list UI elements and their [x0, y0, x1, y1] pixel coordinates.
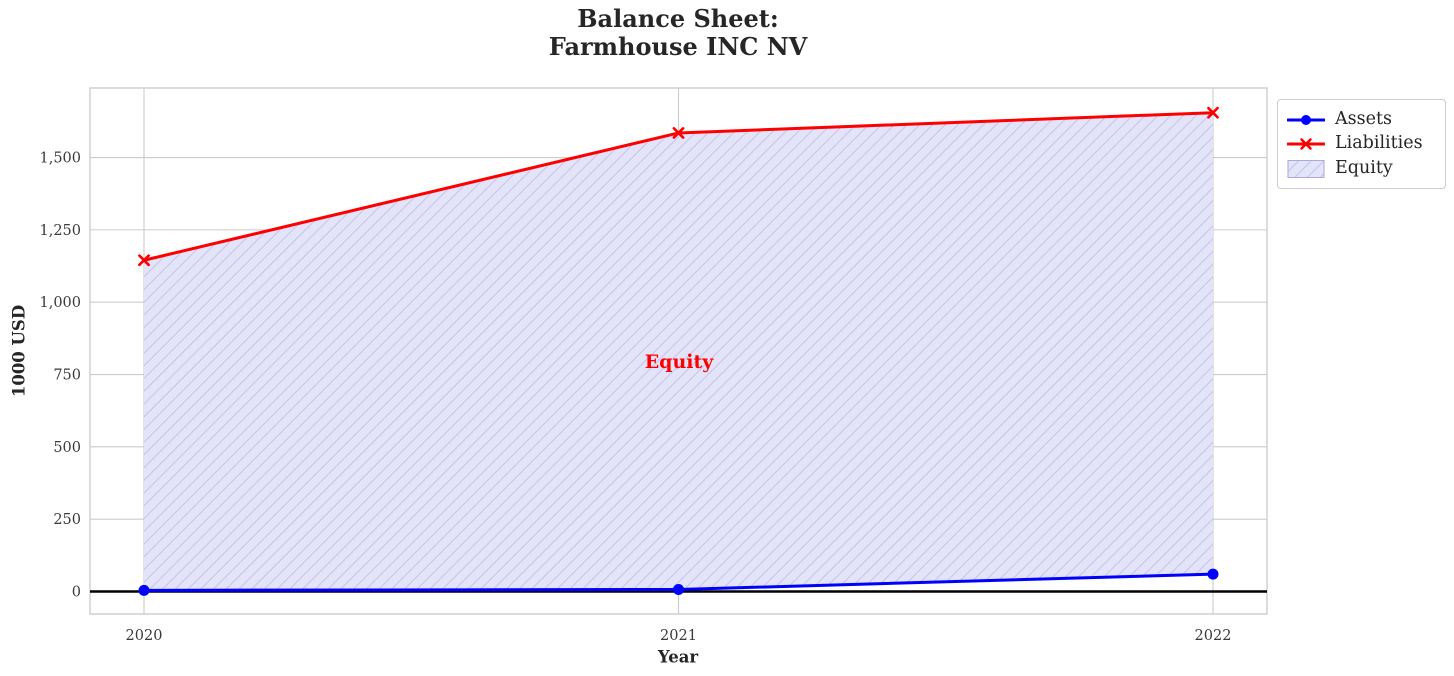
y-tick-label: 1,500 — [39, 151, 81, 167]
legend-label-equity: Equity — [1335, 157, 1393, 178]
legend-item-liabilities: Liabilities — [1287, 134, 1436, 154]
liabilities-line-swatch — [1287, 138, 1325, 150]
plot-frame — [89, 87, 1268, 615]
equity-annotation: Equity — [644, 351, 714, 373]
x-axis-label: Year — [657, 647, 699, 667]
y-tick-label: 1,000 — [39, 295, 81, 311]
y-tick-label: 1,250 — [39, 223, 81, 239]
y-tick-label: 750 — [53, 368, 81, 384]
chart-title: Balance Sheet: Farmhouse INC NV — [548, 4, 808, 61]
x-tick-label: 2021 — [660, 628, 697, 644]
y-tick-label: 250 — [53, 512, 81, 528]
equity-area — [144, 112, 1213, 591]
liabilities-marker — [672, 127, 685, 139]
assets-marker — [1207, 568, 1219, 580]
legend-label-assets: Assets — [1335, 108, 1392, 129]
liabilities-marker — [138, 254, 150, 267]
legend-item-assets: Assets — [1287, 110, 1436, 130]
legend-item-equity: Equity — [1287, 159, 1436, 179]
y-tick-label: 500 — [53, 440, 81, 456]
assets-marker — [138, 584, 150, 596]
x-tick-label: 2020 — [126, 628, 163, 644]
y-tick-label: 0 — [72, 585, 81, 601]
liabilities-marker — [1207, 106, 1219, 119]
legend-label-liabilities: Liabilities — [1335, 133, 1423, 154]
legend: Assets Liabilities Equity — [1277, 99, 1446, 189]
assets-marker — [673, 583, 684, 595]
x-tick-label: 2022 — [1195, 628, 1232, 644]
equity-hatch-swatch — [1287, 159, 1325, 178]
assets-line-swatch — [1287, 114, 1325, 125]
